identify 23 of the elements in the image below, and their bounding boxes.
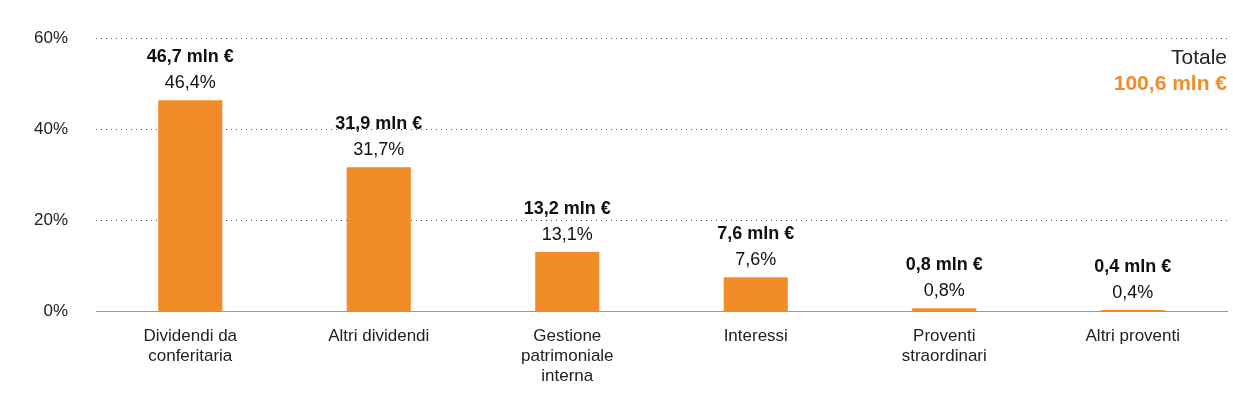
x-tick-label: Gestione patrimoniale interna <box>520 325 614 386</box>
y-tick-label: 20% <box>33 210 69 230</box>
y-tick-label: 40% <box>33 119 69 139</box>
data-label: 0,4 mln € 0,4% <box>1094 255 1172 302</box>
bar <box>723 277 788 312</box>
data-label: 7,6 mln € 7,6% <box>717 223 795 270</box>
data-label: 31,9 mln € 31,7% <box>335 113 423 160</box>
bar <box>912 308 977 312</box>
x-tick-label: Altri proventi <box>1085 325 1180 345</box>
annotation: 100,6 mln € <box>1113 70 1227 96</box>
bar <box>346 167 411 312</box>
bar <box>158 100 223 312</box>
x-tick-label: Proventi straordinari <box>901 325 987 366</box>
y-tick-label: 0% <box>43 301 69 321</box>
x-tick-label: Dividendi da conferitaria <box>143 325 238 366</box>
y-tick-label: 60% <box>33 27 69 47</box>
data-label: 46,7 mln € 46,4% <box>146 46 234 93</box>
annotation: Totale <box>1169 44 1227 70</box>
bar <box>535 252 600 312</box>
x-tick-label: Interessi <box>723 325 788 345</box>
x-tick-label: Altri dividendi <box>328 325 430 345</box>
data-label: 0,8 mln € 0,8% <box>905 254 983 301</box>
data-label: 13,2 mln € 13,1% <box>523 198 611 245</box>
